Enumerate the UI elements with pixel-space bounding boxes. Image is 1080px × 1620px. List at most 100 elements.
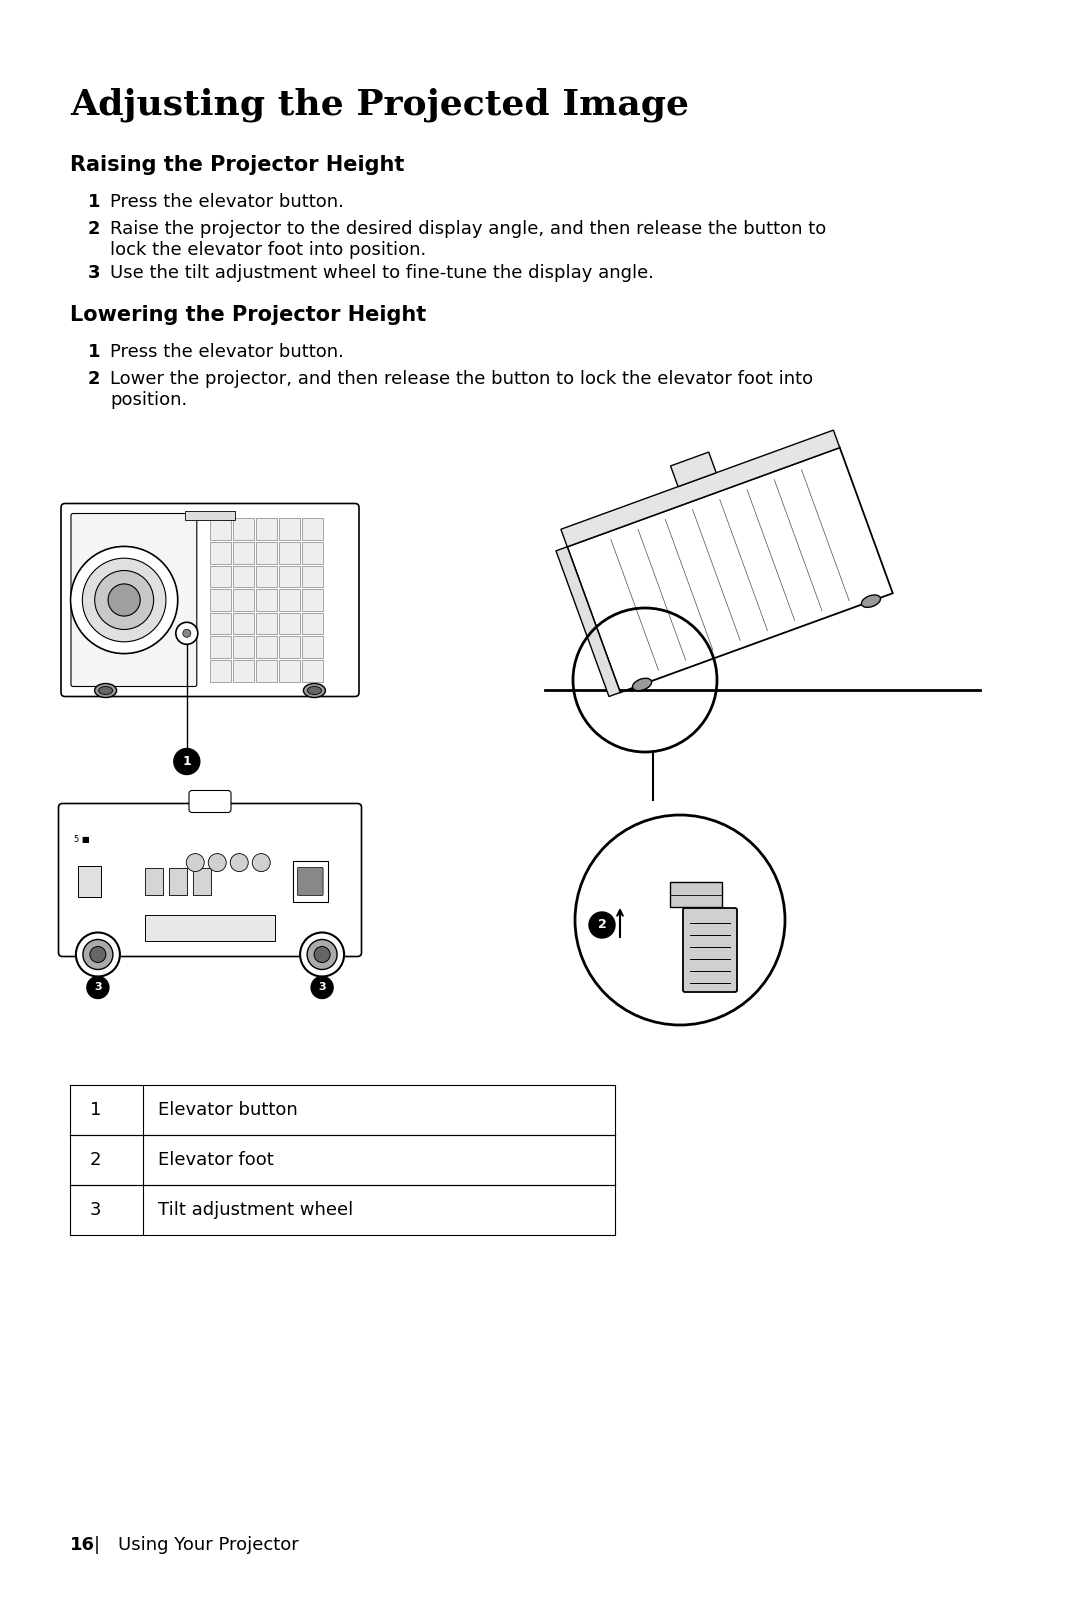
Bar (145, 868, 163, 894)
Circle shape (90, 946, 106, 962)
Bar (233, 659, 254, 682)
Polygon shape (567, 447, 893, 692)
Bar (233, 543, 254, 564)
Ellipse shape (308, 687, 322, 695)
Bar (301, 565, 323, 586)
Bar (279, 590, 300, 611)
Text: 5 ■: 5 ■ (75, 834, 91, 844)
Circle shape (314, 946, 330, 962)
Polygon shape (556, 548, 620, 697)
Ellipse shape (633, 679, 651, 690)
Bar (210, 565, 231, 586)
Text: 2: 2 (87, 369, 100, 389)
Text: 1: 1 (87, 343, 100, 361)
Bar (301, 518, 323, 539)
Bar (670, 881, 723, 907)
Text: Press the elevator button.: Press the elevator button. (110, 343, 343, 361)
Bar (256, 543, 276, 564)
Text: |: | (94, 1536, 100, 1554)
Bar (279, 565, 300, 586)
Bar (256, 659, 276, 682)
Ellipse shape (862, 595, 880, 608)
FancyBboxPatch shape (189, 791, 231, 813)
Bar (193, 868, 211, 894)
Text: Adjusting the Projected Image: Adjusting the Projected Image (70, 87, 689, 123)
Bar (210, 518, 231, 539)
Ellipse shape (303, 684, 325, 698)
Bar (301, 637, 323, 658)
Bar (210, 612, 231, 635)
Circle shape (186, 854, 204, 872)
Text: 2: 2 (87, 220, 100, 238)
Text: Using Your Projector: Using Your Projector (118, 1536, 299, 1554)
FancyBboxPatch shape (58, 804, 362, 956)
Bar (233, 612, 254, 635)
Bar (256, 590, 276, 611)
Bar (279, 518, 300, 539)
Text: Tilt adjustment wheel: Tilt adjustment wheel (158, 1200, 353, 1218)
Circle shape (83, 940, 113, 969)
Text: 1: 1 (87, 193, 100, 211)
Text: 3: 3 (90, 1200, 102, 1218)
Bar (210, 659, 231, 682)
Bar (233, 590, 254, 611)
Bar (279, 612, 300, 635)
Ellipse shape (98, 687, 112, 695)
Circle shape (253, 854, 270, 872)
Text: 3: 3 (87, 264, 100, 282)
Text: 2: 2 (597, 919, 606, 932)
Bar (256, 565, 276, 586)
Circle shape (70, 546, 178, 653)
FancyBboxPatch shape (297, 867, 323, 896)
Bar (78, 865, 102, 897)
Circle shape (183, 629, 191, 637)
Text: Lower the projector, and then release the button to lock the elevator foot into: Lower the projector, and then release th… (110, 369, 813, 389)
FancyBboxPatch shape (71, 514, 197, 687)
Circle shape (230, 854, 248, 872)
Circle shape (307, 940, 337, 969)
Bar (256, 637, 276, 658)
Bar (293, 862, 328, 902)
Bar (301, 590, 323, 611)
Bar (185, 510, 235, 520)
Circle shape (208, 854, 226, 872)
Circle shape (589, 912, 615, 938)
Text: 16: 16 (70, 1536, 95, 1554)
Text: Use the tilt adjustment wheel to fine-tune the display angle.: Use the tilt adjustment wheel to fine-tu… (110, 264, 654, 282)
Circle shape (76, 933, 120, 977)
Bar (210, 590, 231, 611)
Text: 3: 3 (319, 982, 326, 993)
Bar (145, 915, 275, 941)
Bar (233, 518, 254, 539)
Bar (256, 612, 276, 635)
Circle shape (108, 583, 140, 616)
Bar (301, 612, 323, 635)
Circle shape (176, 622, 198, 645)
Polygon shape (671, 452, 716, 486)
Text: 2: 2 (90, 1150, 102, 1170)
Circle shape (82, 559, 166, 642)
Text: position.: position. (110, 390, 187, 408)
Circle shape (86, 977, 109, 998)
Text: Press the elevator button.: Press the elevator button. (110, 193, 343, 211)
Bar (233, 637, 254, 658)
Text: 1: 1 (183, 755, 191, 768)
Text: Elevator button: Elevator button (158, 1102, 298, 1119)
Polygon shape (561, 429, 840, 548)
Bar (279, 637, 300, 658)
Text: 3: 3 (94, 982, 102, 993)
FancyBboxPatch shape (60, 504, 359, 697)
Circle shape (95, 570, 153, 630)
Text: lock the elevator foot into position.: lock the elevator foot into position. (110, 241, 427, 259)
Bar (170, 868, 187, 894)
FancyBboxPatch shape (683, 907, 737, 991)
Circle shape (311, 977, 333, 998)
Bar (301, 659, 323, 682)
Circle shape (575, 815, 785, 1025)
Ellipse shape (95, 684, 117, 698)
Bar (210, 637, 231, 658)
Text: 1: 1 (90, 1102, 102, 1119)
Bar (279, 659, 300, 682)
Circle shape (300, 933, 345, 977)
Bar (256, 518, 276, 539)
